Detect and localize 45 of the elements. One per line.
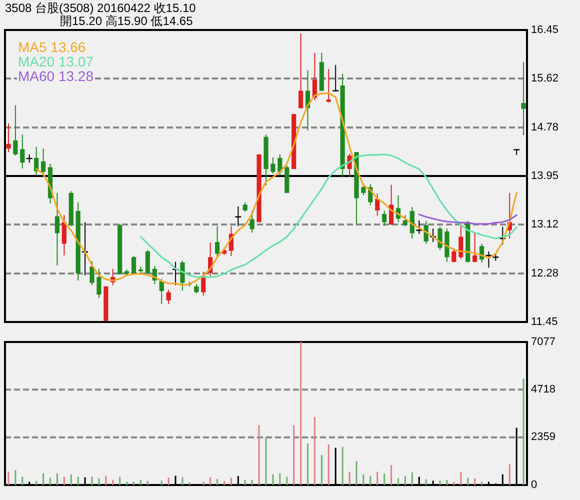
- ytick: 15.62: [531, 72, 559, 84]
- candlestick: [382, 210, 387, 226]
- ytick: 2359: [531, 431, 556, 444]
- legend: MA60 13.28: [18, 68, 94, 84]
- ytick: 11.45: [531, 316, 558, 328]
- candlestick: [250, 210, 254, 234]
- candlestick: [298, 33, 304, 109]
- ytick: 13.12: [531, 218, 559, 230]
- ytick: 13.95: [531, 170, 559, 182]
- candlestick: [90, 260, 94, 286]
- candlestick: [270, 156, 276, 174]
- candlestick: [20, 134, 25, 169]
- title: 3508 台股(3508) 20160422 收15.10: [5, 1, 196, 15]
- ytick: 4718: [531, 384, 556, 396]
- candlestick: [458, 224, 464, 260]
- ytick: 7077: [531, 336, 556, 348]
- candlestick: [375, 193, 380, 216]
- candlestick: [242, 202, 248, 212]
- candlestick: [472, 232, 478, 263]
- candlestick: [278, 154, 282, 176]
- candlestick: [62, 214, 66, 256]
- candlestick: [214, 226, 220, 258]
- candlestick: [361, 184, 366, 196]
- candlestick: [6, 122, 11, 153]
- candlestick: [326, 68, 331, 103]
- ytick: 0: [531, 478, 538, 491]
- candlestick: [54, 192, 60, 266]
- candlestick: [402, 214, 408, 227]
- candlestick: [131, 256, 136, 276]
- ytick: 12.28: [531, 267, 559, 280]
- candlestick: [40, 148, 46, 178]
- ytick: 16.45: [531, 24, 559, 36]
- legend: MA20 13.07: [18, 54, 94, 70]
- candlestick: [145, 250, 150, 276]
- candlestick: [194, 284, 199, 294]
- candlestick: [180, 260, 185, 291]
- subtitle: 開15.20 高15.90 低14.65: [60, 14, 193, 28]
- legend: MA5 13.66: [18, 39, 86, 55]
- candlestick: [96, 268, 102, 299]
- ytick: 14.78: [531, 121, 559, 134]
- candlestick: [34, 146, 39, 176]
- candlestick: [452, 248, 456, 263]
- candlestick: [521, 62, 526, 136]
- candlestick: [166, 289, 171, 304]
- candlestick: [13, 104, 18, 156]
